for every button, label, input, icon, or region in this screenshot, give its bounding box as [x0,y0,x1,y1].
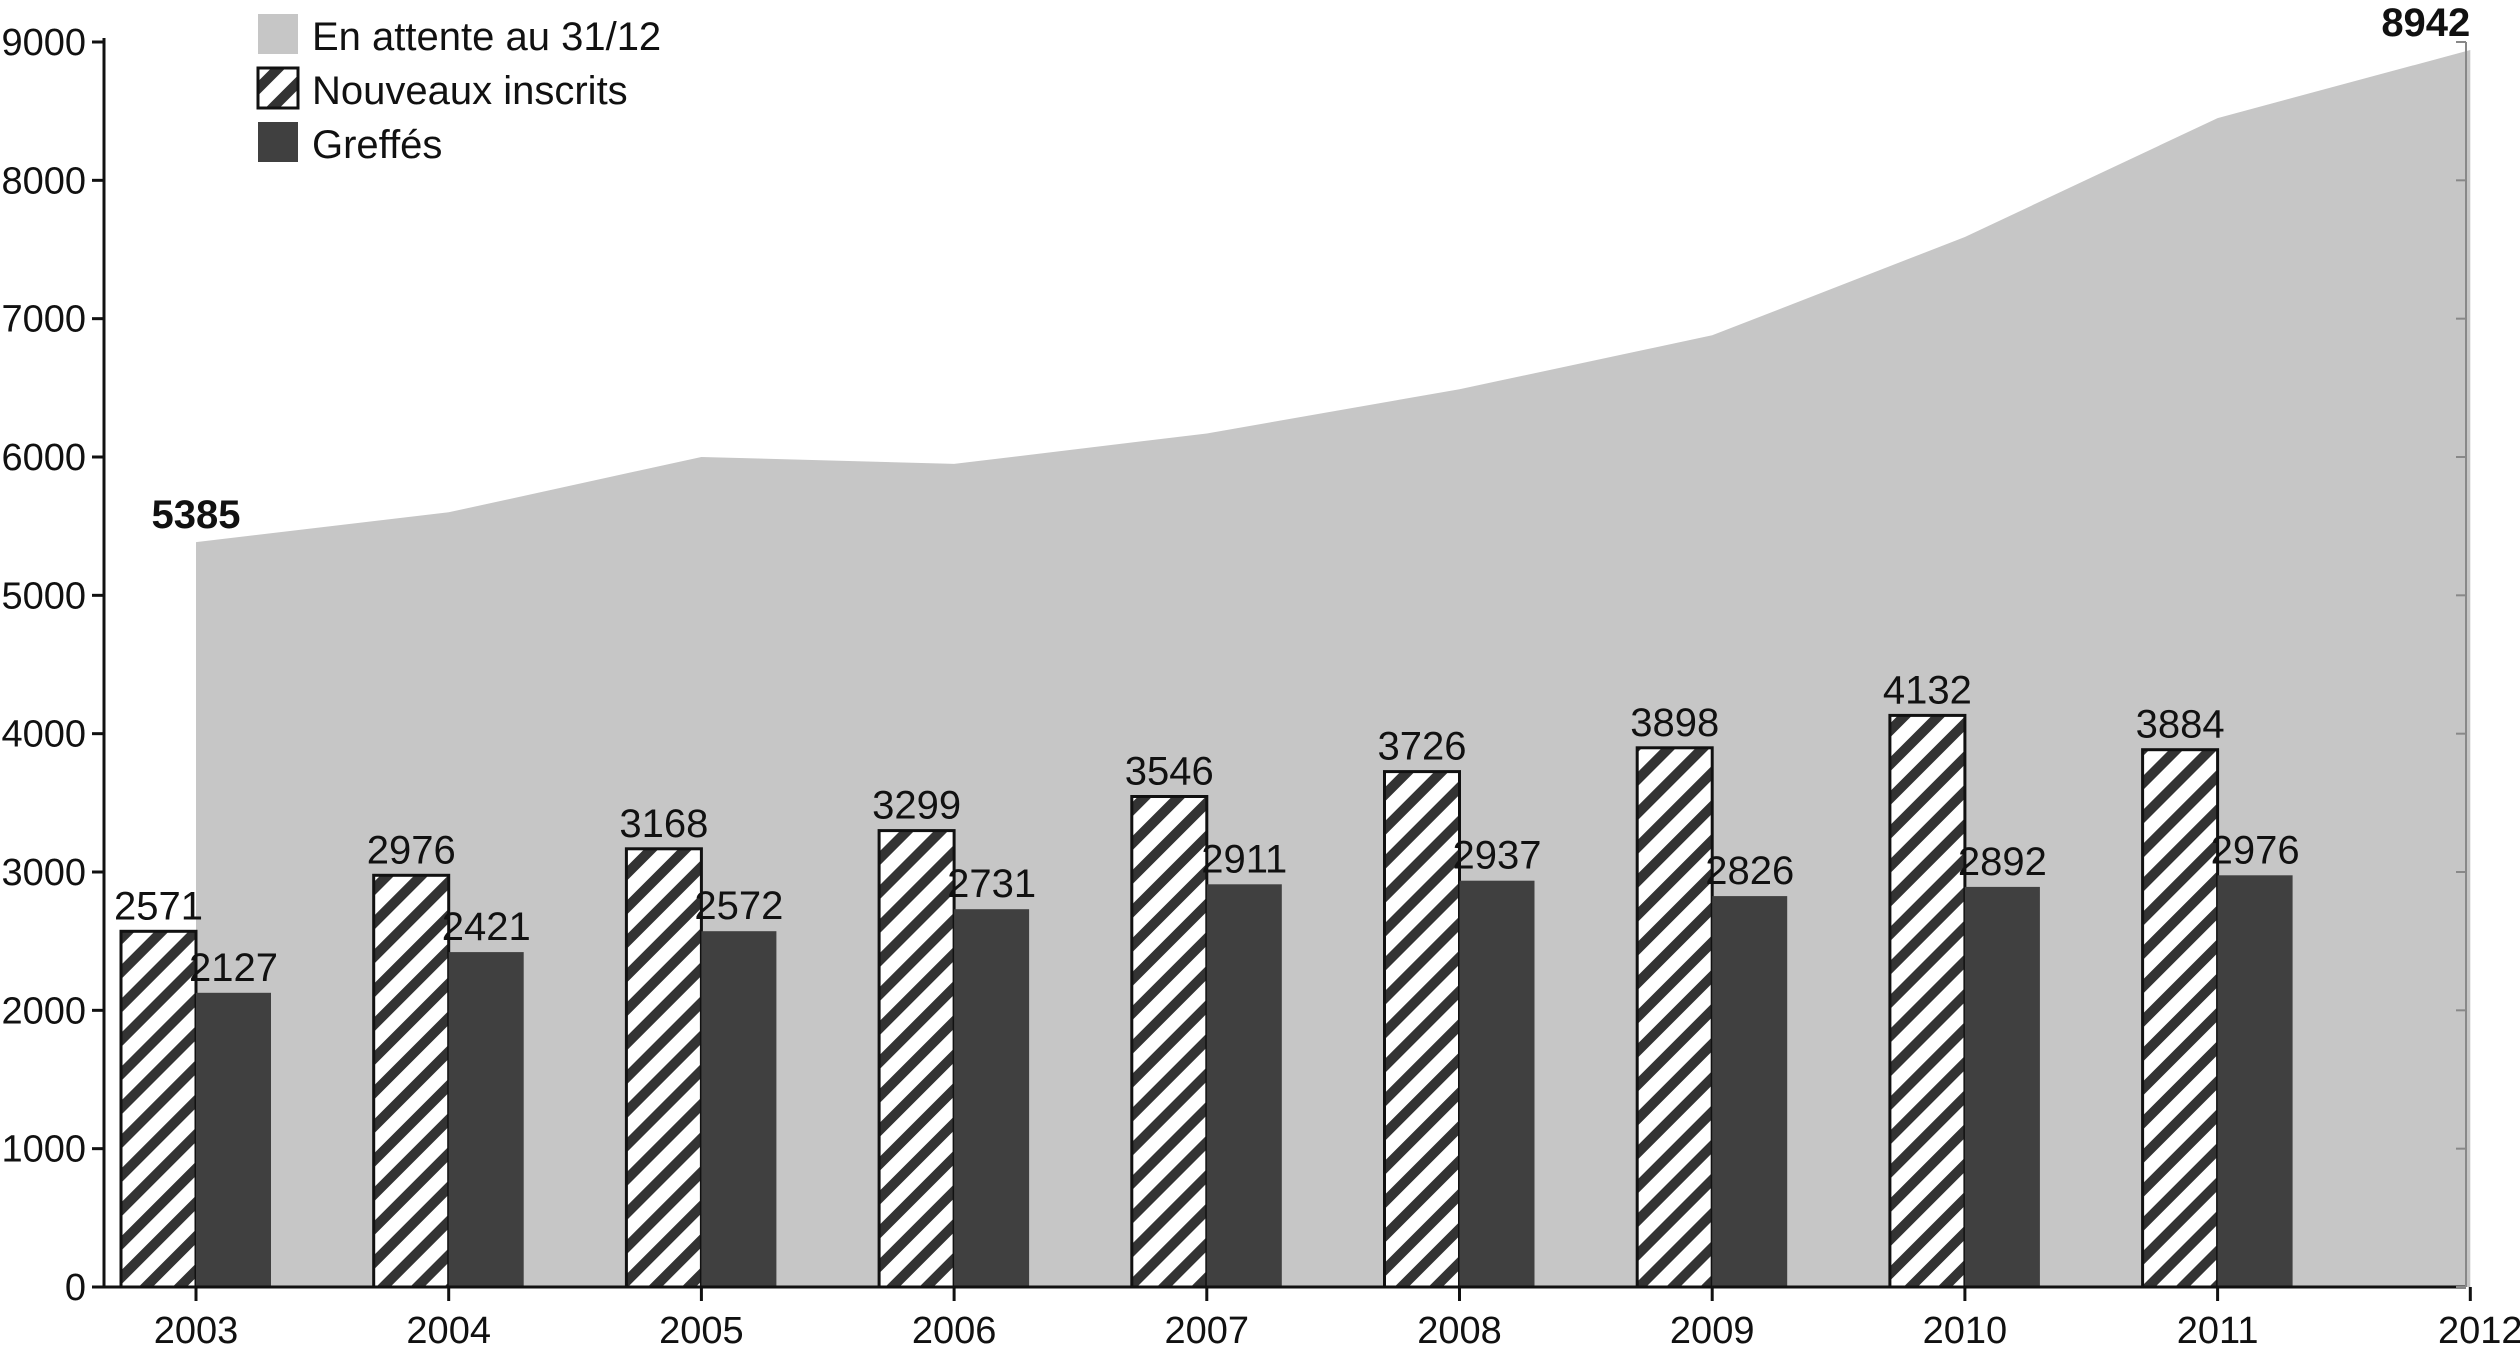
bar-graft-label-2004: 2421 [442,905,531,949]
bar-graft-label-2005: 2572 [694,884,783,928]
bar-new-label-2003: 2571 [114,884,203,928]
legend: En attente au 31/12 Nouveaux inscrits Gr… [256,14,661,167]
legend-label-new: Nouveaux inscrits [312,69,628,113]
x-tick-label-2006: 2006 [912,1310,997,1352]
legend-item-new: Nouveaux inscrits [256,66,628,113]
legend-swatch-new [256,66,300,110]
y-tick-label-7000: 7000 [1,299,86,341]
area-value-label-2012: 8942 [2381,1,2470,45]
area-layer [196,50,2471,1287]
bar-graft-2010 [1964,886,2040,1287]
legend-swatch-area [258,14,298,54]
bar-graft-2008 [1459,880,1535,1287]
bar-graft-label-2006: 2731 [947,862,1036,906]
x-tick-label-2009: 2009 [1670,1310,1755,1352]
bar-labels: 2571 2127 2976 2421 3168 2572 3299 2731 3546 2911… [114,668,2300,989]
bar-graft-2005 [701,931,777,1287]
bar-graft-label-2010: 2892 [1958,840,2047,884]
bar-new-label-2008: 3726 [1378,725,1467,769]
bar-graft-2009 [1712,896,1788,1287]
bars [119,713,2293,1289]
x-tick-label-2011: 2011 [2177,1310,2259,1352]
legend-swatch-graft [258,122,298,162]
y-tick-label-3000: 3000 [1,852,86,894]
legend-label-area: En attente au 31/12 [312,15,661,59]
bar-new-2009 [1635,746,1714,1289]
x-tick-label-2008: 2008 [1417,1310,1502,1352]
bar-graft-label-2008: 2937 [1453,834,1542,878]
bar-new-2007 [1130,795,1209,1289]
bar-new-2006 [877,829,956,1289]
y-ticks: 0 1000 2000 3000 4000 5000 6000 7000 8000 9000 [1,22,2466,1309]
axes [102,38,2467,1289]
x-tick-label-2004: 2004 [406,1310,491,1352]
x-tick-label-2007: 2007 [1165,1310,1250,1352]
waiting-list-area [196,50,2471,1287]
bar-new-2003 [119,929,198,1289]
bar-new-label-2007: 3546 [1125,750,1214,794]
bar-new-2008 [1383,770,1461,1289]
bar-graft-2011 [2217,875,2293,1287]
bar-new-label-2010: 4132 [1883,668,1972,712]
y-tick-label-9000: 9000 [1,22,86,64]
bar-graft-label-2009: 2826 [1705,849,1794,893]
bar-new-2010 [1888,713,1967,1289]
bar-new-label-2004: 2976 [367,828,456,872]
bar-graft-2007 [1206,884,1282,1287]
bar-graft-label-2003: 2127 [189,946,278,990]
area-labels: 5385 8942 [152,1,2471,537]
bar-new-label-2009: 3898 [1630,701,1719,745]
bar-new-2011 [2141,748,2220,1289]
legend-item-area: En attente au 31/12 [258,14,661,59]
y-tick-label-6000: 6000 [1,437,86,479]
y-tick-label-8000: 8000 [1,160,86,202]
x-tick-label-2003: 2003 [154,1310,239,1352]
area-value-label-2003: 5385 [152,493,241,537]
bar-graft-2004 [448,952,524,1287]
bar-new-label-2006: 3299 [872,784,961,828]
y-tick-label-5000: 5000 [1,575,86,617]
y-tick-label-4000: 4000 [1,714,86,756]
legend-label-graft: Greffés [312,123,442,167]
x-tick-label-2005: 2005 [659,1310,744,1352]
bar-graft-label-2011: 2976 [2211,828,2300,872]
bar-new-2005 [624,847,703,1289]
bar-graft-2003 [196,992,271,1287]
legend-item-graft: Greffés [258,122,442,167]
x-tick-label-2012: 2012 [2438,1310,2520,1352]
x-ticks: 2003 2004 2005 2006 2007 2008 2009 2010 2011 2012 [154,1287,2520,1352]
bar-new-2004 [372,873,451,1289]
bar-graft-label-2007: 2911 [1201,837,1287,881]
y-tick-label-0: 0 [65,1267,86,1309]
bar-graft-2006 [954,909,1030,1287]
y-tick-label-2000: 2000 [1,990,86,1032]
bar-new-label-2005: 3168 [619,802,708,846]
x-tick-label-2010: 2010 [1923,1310,2008,1352]
bar-new-label-2011: 3884 [2136,703,2225,747]
y-tick-label-1000: 1000 [1,1129,86,1171]
